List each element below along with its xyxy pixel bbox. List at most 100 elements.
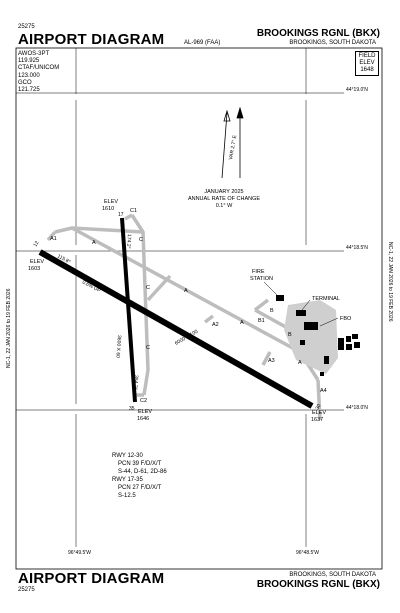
grid-lines — [16, 48, 344, 547]
lat-top-label: 44°19.0'N — [346, 87, 368, 93]
lat-mid-label: 44°18.5'N — [346, 245, 368, 251]
fire-station-label: FIRE — [252, 269, 265, 275]
hangar — [338, 338, 344, 350]
pcn-line: PCN 39 F/D/X/T — [118, 461, 162, 467]
taxiway-a4 — [316, 379, 322, 421]
elev-label: ELEV — [312, 410, 326, 416]
taxiway-label: A1 — [50, 236, 57, 242]
page-title-bottom: AIRPORT DIAGRAM — [18, 570, 165, 587]
fire-station-building — [276, 295, 284, 301]
lon-left-label: 96°49.5'W — [68, 550, 91, 556]
comms-line: AWOS-3PT — [18, 51, 50, 57]
city-state-bottom: BROOKINGS, SOUTH DAKOTA — [289, 572, 376, 578]
taxiway-label: A — [184, 288, 188, 294]
taxiway-label: C — [146, 285, 150, 291]
hangar — [352, 334, 358, 339]
elev-value: 1637 — [311, 417, 323, 423]
comms-block: AWOS-3PT 119.925 CTAF/UNICOM 123.000 GCO… — [18, 51, 59, 94]
lon-right-label: 96°48.5'W — [296, 550, 319, 556]
rwy-12-heading: 115.8° — [56, 253, 71, 265]
mag-change-line2: ANNUAL RATE OF CHANGE — [188, 196, 260, 202]
leader-line — [319, 317, 339, 327]
rwy-12-end: 12 — [33, 240, 41, 248]
rwy-35-end: 35 — [129, 406, 135, 412]
lat-bottom-label: 44°18.0'N — [346, 405, 368, 411]
taxiway-label: C1 — [130, 208, 137, 214]
taxiway-c — [130, 214, 150, 396]
field-elev-value: 1648 — [360, 67, 374, 73]
apron — [284, 300, 338, 374]
elev-label: ELEV — [30, 259, 44, 265]
taxiway-connector — [146, 274, 172, 302]
leader-line — [301, 299, 311, 311]
field-label: FIELD — [358, 53, 376, 59]
rwy-17-35-dims: 3600 X 60 — [114, 335, 122, 358]
north-arrow — [221, 106, 244, 179]
taxiway-labels: A1 A A A A A2 A3 A4 B B1 B C C C C1 C2 — [50, 208, 327, 404]
building — [320, 372, 324, 376]
airport-name-bottom: BROOKINGS RGNL (BKX) — [256, 579, 380, 590]
taxiway-connector — [71, 226, 144, 234]
al-number: AL-969 (FAA) — [184, 40, 221, 46]
rwy-35-heading: 354.2° — [132, 375, 139, 390]
taxiway-label: A2 — [212, 322, 219, 328]
taxiway-a1 — [46, 230, 57, 242]
rwy-17-heading: 174.2° — [125, 234, 132, 249]
building — [300, 340, 305, 345]
elev-label: ELEV — [138, 409, 152, 415]
pcn-line: S-12.5 — [118, 493, 136, 499]
pcn-block: RWY 12-30 PCN 39 F/D/X/T S-44, D-61, 2D-… — [112, 452, 167, 500]
leader-line — [263, 281, 279, 297]
pcn-line: S-44, D-61, 2D-86 — [118, 469, 167, 475]
elev-value: 1603 — [28, 266, 40, 272]
taxiway-b1 — [253, 298, 270, 312]
taxiway-label: B — [270, 308, 274, 314]
taxiway-label: A4 — [320, 388, 327, 394]
hangar — [324, 356, 329, 364]
taxiway-label: C — [139, 237, 143, 243]
airport-name: BROOKINGS RGNL (BKX) — [256, 28, 380, 39]
taxiway-label: A — [92, 240, 96, 246]
terminal-label: TERMINAL — [312, 296, 340, 302]
pcn-line: RWY 17-35 — [112, 477, 143, 483]
elev-label: ELEV — [104, 199, 118, 205]
comms-line: GCO — [18, 79, 32, 86]
city-state: BROOKINGS, SOUTH DAKOTA — [289, 40, 376, 46]
taxiway-a2 — [203, 314, 215, 324]
rwy-30-end: 30 — [315, 403, 323, 411]
mag-change-line1: JANUARY 2025 — [204, 189, 243, 195]
apron-hangar — [304, 322, 318, 330]
comms-line: CTAF/UNICOM — [18, 65, 60, 72]
taxiway-label: A — [298, 360, 302, 366]
terminal-building — [296, 310, 306, 316]
elev-value: 1646 — [137, 416, 149, 422]
mag-change-line3: 0.1° W — [216, 203, 233, 209]
rwy-17-end: 17 — [118, 212, 124, 218]
fbo-label: FBO — [340, 316, 352, 322]
runway-12-30 — [38, 249, 314, 409]
taxiway-label: B — [288, 332, 292, 338]
taxiway-label: C — [146, 345, 150, 351]
pcn-line: RWY 12-30 — [112, 453, 143, 459]
taxiway-a3 — [261, 351, 272, 366]
field-elevation-box: FIELD ELEV 1648 — [355, 51, 379, 76]
mag-var-label: VAR 2.7° E — [228, 134, 238, 160]
taxiway-label: B1 — [258, 318, 265, 324]
taxiway-c1 — [124, 213, 133, 221]
doc-number-bottom: 25275 — [18, 587, 35, 593]
comms-line: 123.000 — [18, 72, 40, 79]
hangar — [346, 336, 351, 342]
taxiway-label: A — [240, 320, 244, 326]
runway-17-35 — [120, 217, 137, 403]
hangar — [354, 342, 360, 348]
hangar — [346, 344, 352, 350]
doc-number-top: 25275 — [18, 24, 35, 30]
pcn-line: PCN 27 F/D/X/T — [118, 485, 162, 491]
fire-station-label: STATION — [250, 276, 273, 282]
page-title: AIRPORT DIAGRAM — [18, 31, 165, 48]
diagram-frame — [15, 47, 383, 570]
comms-line: 121.725 — [18, 87, 40, 94]
rwy-30-heading: 295.8° — [285, 389, 301, 401]
elev-label: ELEV — [359, 60, 375, 66]
